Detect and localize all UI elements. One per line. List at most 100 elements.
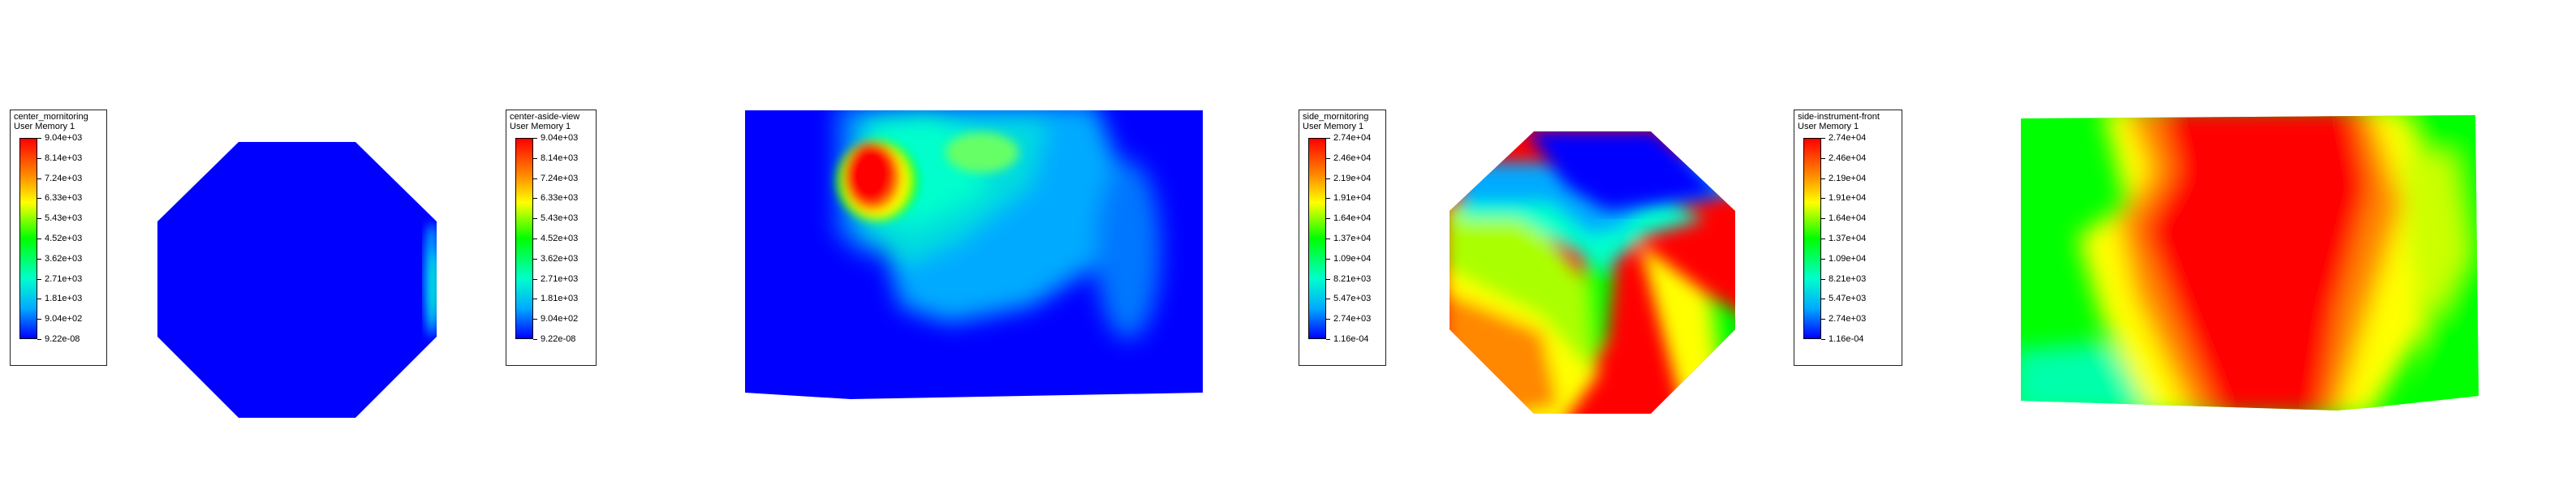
legend-side-mornitoring: side_mornitoring User Memory 1 2.74e+04 2… — [1299, 110, 1386, 366]
colorbar-tick-label: 9.04e+03 — [45, 133, 83, 143]
colorbar-tick — [1326, 258, 1330, 260]
colorbar-tick-label: 9.04e+03 — [541, 133, 579, 143]
colorbar-tick — [1821, 339, 1825, 340]
colorbar-tick-label: 5.43e+03 — [45, 213, 83, 224]
colorbar-tick-label: 2.19e+04 — [1829, 173, 1867, 183]
colorbar-tick — [1326, 339, 1330, 340]
legend-subtitle: User Memory 1 — [1303, 122, 1364, 131]
colorbar-tick-label: 2.74e+03 — [1829, 314, 1867, 324]
colorbar-tick-label: 2.74e+03 — [1333, 314, 1372, 324]
colorbar-tick — [1821, 278, 1825, 280]
colorbar-tick-label: 7.24e+03 — [45, 173, 83, 183]
colorbar-tick — [1821, 319, 1825, 320]
colorbar-tick — [1326, 238, 1330, 239]
colorbar-tick — [533, 138, 537, 139]
colorbar-tick-label: 6.33e+03 — [541, 193, 579, 204]
colorbar-tick-label: 2.46e+04 — [1829, 153, 1867, 163]
colorbar-tick-label: 2.46e+04 — [1333, 153, 1372, 163]
colorbar-tick — [1821, 218, 1825, 220]
colorbar-tick — [1326, 218, 1330, 220]
contour-plot-center-aside-view — [745, 110, 1203, 399]
legend-center-mornitoring: center_mornitoring User Memory 1 9.04e+0… — [10, 110, 107, 366]
colorbar-tick-label: 9.04e+02 — [45, 314, 83, 324]
colorbar-tick — [1821, 258, 1825, 260]
colorbar-tick — [533, 339, 537, 340]
colorbar-tick — [533, 157, 537, 159]
colorbar-tick-label: 3.62e+03 — [541, 253, 579, 264]
colorbar-tick — [1326, 319, 1330, 320]
colorbar-tick-label: 4.52e+03 — [45, 234, 83, 243]
colorbar-tick — [1326, 157, 1330, 159]
colorbar-tick — [533, 258, 537, 260]
contour-plot-center-mornitoring — [157, 142, 437, 418]
colorbar-tick — [37, 138, 41, 139]
colorbar-tick-label: 1.91e+04 — [1829, 193, 1867, 204]
legend-title: side_mornitoring — [1303, 112, 1369, 122]
colorbar-tick-label: 1.64e+04 — [1333, 213, 1372, 224]
colorbar-tick-label: 9.22e-08 — [45, 334, 80, 344]
legend-side-instrument-front: side-instrument-front User Memory 1 2.74… — [1794, 110, 1902, 366]
colorbar-tick — [37, 339, 41, 340]
colorbar-tick-label: 2.71e+03 — [541, 273, 579, 284]
colorbar-tick — [533, 319, 537, 320]
colorbar-tick — [37, 218, 41, 220]
colorbar-tick — [1326, 278, 1330, 280]
colorbar — [1803, 138, 1821, 339]
colorbar-tick — [37, 198, 41, 200]
colorbar-tick — [37, 319, 41, 320]
colorbar-tick-label: 1.09e+04 — [1333, 253, 1372, 264]
colorbar-tick-label: 8.14e+03 — [541, 153, 579, 163]
colorbar-tick-label: 1.37e+04 — [1829, 234, 1867, 243]
colorbar-tick-label: 5.47e+03 — [1333, 294, 1372, 304]
colorbar — [1308, 138, 1326, 339]
colorbar-tick-label: 3.62e+03 — [45, 253, 83, 264]
colorbar-tick — [1821, 178, 1825, 179]
colorbar-tick — [1821, 238, 1825, 239]
colorbar-tick — [37, 178, 41, 179]
legend-title: center-aside-view — [510, 112, 580, 122]
colorbar-tick — [533, 178, 537, 179]
colorbar-tick-label: 8.14e+03 — [45, 153, 83, 163]
colorbar-tick-label: 8.21e+03 — [1829, 273, 1867, 284]
colorbar-tick — [533, 198, 537, 200]
colorbar-tick-label: 9.22e-08 — [541, 334, 576, 344]
colorbar-tick-label: 1.91e+04 — [1333, 193, 1372, 204]
colorbar-tick-label: 6.33e+03 — [45, 193, 83, 204]
colorbar-tick — [1821, 198, 1825, 200]
colorbar-tick-label: 1.64e+04 — [1829, 213, 1867, 224]
colorbar-tick — [1821, 138, 1825, 139]
colorbar-tick-label: 2.71e+03 — [45, 273, 83, 284]
colorbar-tick — [1821, 157, 1825, 159]
contour-plot-side-mornitoring — [1450, 131, 1735, 414]
contour-plot-side-instrument-front — [2021, 115, 2479, 410]
colorbar-tick-label: 7.24e+03 — [541, 173, 579, 183]
colorbar-tick-label: 5.43e+03 — [541, 213, 579, 224]
colorbar-tick — [37, 238, 41, 239]
colorbar-tick-label: 9.04e+02 — [541, 314, 579, 324]
legend-center-aside-view: center-aside-view User Memory 1 9.04e+03… — [506, 110, 597, 366]
legend-title: side-instrument-front — [1798, 112, 1880, 122]
colorbar-tick-label: 2.19e+04 — [1333, 173, 1372, 183]
colorbar-tick — [1326, 178, 1330, 179]
colorbar-tick — [37, 278, 41, 280]
colorbar-tick-label: 1.09e+04 — [1829, 253, 1867, 264]
colorbar-tick-label: 2.74e+04 — [1333, 133, 1372, 143]
colorbar-tick-label: 5.47e+03 — [1829, 294, 1867, 304]
colorbar-tick-label: 8.21e+03 — [1333, 273, 1372, 284]
colorbar — [19, 138, 37, 339]
colorbar-tick-label: 4.52e+03 — [541, 234, 579, 243]
colorbar-tick-label: 2.74e+04 — [1829, 133, 1867, 143]
colorbar-tick-label: 1.81e+03 — [45, 294, 83, 304]
legend-title: center_mornitoring — [14, 112, 88, 122]
legend-subtitle: User Memory 1 — [1798, 122, 1859, 131]
legend-subtitle: User Memory 1 — [14, 122, 75, 131]
colorbar-tick — [1326, 138, 1330, 139]
colorbar-tick-label: 1.16e-04 — [1829, 334, 1864, 344]
colorbar-tick-label: 1.16e-04 — [1333, 334, 1369, 344]
colorbar-tick-label: 1.81e+03 — [541, 294, 579, 304]
colorbar-tick — [533, 278, 537, 280]
colorbar-tick — [37, 157, 41, 159]
colorbar — [515, 138, 533, 339]
colorbar-tick — [37, 258, 41, 260]
colorbar-tick — [1326, 198, 1330, 200]
